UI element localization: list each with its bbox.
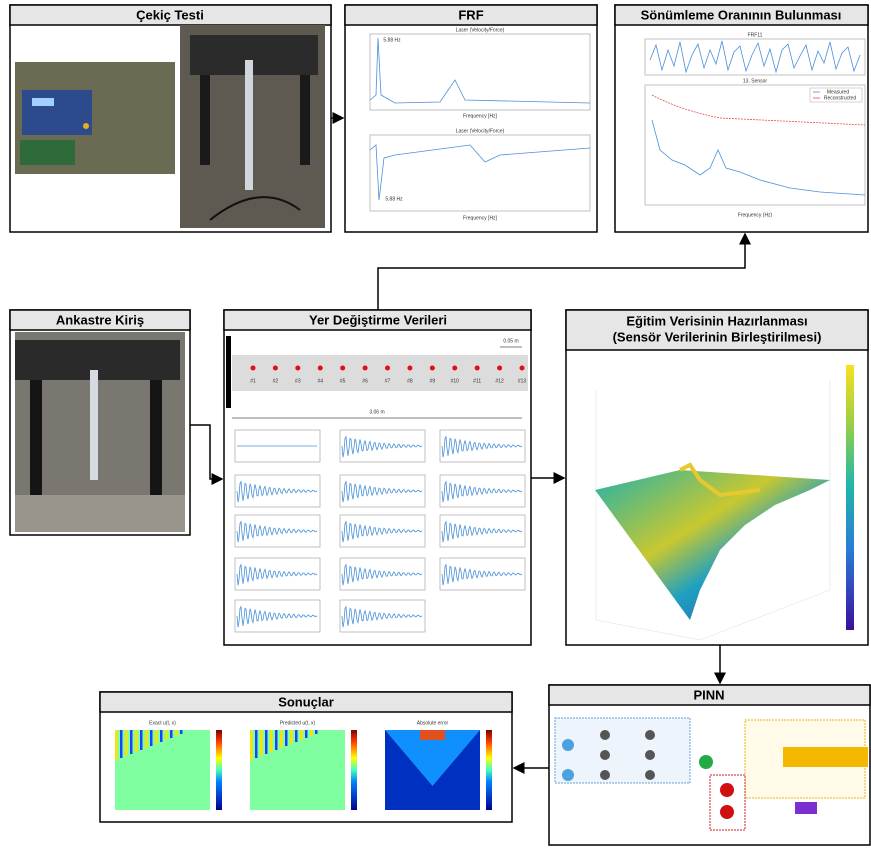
node-title: Çekiç Testi <box>136 7 204 22</box>
stripe <box>250 730 253 760</box>
stripe <box>305 730 308 738</box>
sensor-label: #13 <box>518 378 527 384</box>
stripe <box>170 730 173 738</box>
sensor <box>452 366 457 371</box>
stripe <box>295 730 298 742</box>
node-title: Eğitim Verisinin Hazırlanması <box>626 313 807 328</box>
stripe <box>280 730 283 748</box>
node-pinn: PINN <box>549 685 870 845</box>
diagram: Çekiç Testi FRF Laser (Velocity/Force) 5… <box>0 0 871 852</box>
sensor-label: #9 <box>430 378 436 384</box>
axis-label: Frequency [Hz] <box>463 113 498 119</box>
stripe <box>315 730 318 734</box>
sensor <box>407 366 412 371</box>
plot-title: FRF11 <box>748 32 763 38</box>
annotation: 5.88 Hz <box>385 196 403 202</box>
error-peak <box>420 730 445 740</box>
sensor <box>475 366 480 371</box>
annotation: 5.88 Hz <box>383 37 401 43</box>
stripe <box>140 730 143 750</box>
node-title: Sönümleme Oranının Bulunması <box>641 7 842 22</box>
sensor <box>318 366 323 371</box>
sensor-label: #11 <box>473 378 481 384</box>
plot-title: Predicted u(t, x) <box>280 720 316 726</box>
dimension-label: 3.06 m <box>369 409 384 415</box>
sensor-label: #12 <box>495 378 504 384</box>
node-title: Ankastre Kiriş <box>56 312 144 327</box>
plot-title: 13. Sensor <box>743 78 768 84</box>
stripe <box>285 730 288 746</box>
sensor <box>295 366 300 371</box>
stripe <box>175 730 178 736</box>
sensor-label: #7 <box>385 378 391 384</box>
axis-label: Frequency [Hz] <box>463 215 498 221</box>
stripe <box>155 730 158 744</box>
stripe <box>260 730 263 756</box>
node-training-data: Eğitim Verisinin Hazırlanması (Sensör Ve… <box>566 310 868 645</box>
stripe <box>145 730 148 748</box>
node-title: (Sensör Verilerinin Birleştirilmesi) <box>613 329 822 344</box>
sensor-label: #10 <box>451 378 460 384</box>
stripe <box>275 730 278 750</box>
node-damping: Sönümleme Oranının Bulunması FRF11 13. S… <box>615 5 868 232</box>
stripe <box>165 730 168 740</box>
axis-label: Frequency (Hz) <box>738 212 773 218</box>
stripe <box>300 730 303 740</box>
plot-title: Laser (Velocity/Force) <box>456 27 505 33</box>
node-results: Sonuçlar Exact u(t, x) Predicted u(t, x) A… <box>100 692 512 822</box>
stripe <box>290 730 293 744</box>
stripe <box>135 730 138 752</box>
sensor-label: #5 <box>340 378 346 384</box>
sensor-label: #8 <box>407 378 413 384</box>
legend-label: Reconstructed <box>824 95 856 101</box>
stripe <box>255 730 258 758</box>
dimension-label: 0.05 m <box>503 338 518 344</box>
colorbar <box>351 730 357 810</box>
stripe <box>180 730 183 734</box>
sensor <box>363 366 368 371</box>
sensor-label: #6 <box>362 378 368 384</box>
colorbar <box>486 730 492 810</box>
stripe <box>160 730 163 742</box>
stripe <box>115 730 118 760</box>
sensor <box>430 366 435 371</box>
sensor <box>273 366 278 371</box>
sensor <box>520 366 525 371</box>
stripe <box>270 730 273 752</box>
sensor-label: #1 <box>250 378 256 384</box>
plot-title: Laser (Velocity/Force) <box>456 128 505 134</box>
stripe <box>130 730 133 754</box>
sensor <box>497 366 502 371</box>
node-hammer-test: Çekiç Testi <box>10 5 331 232</box>
node-title: Yer Değiştirme Verileri <box>309 312 447 327</box>
node-title: Sonuçlar <box>278 694 334 709</box>
colorbar <box>216 730 222 810</box>
sensor <box>385 366 390 371</box>
sensor <box>340 366 345 371</box>
plot-title: Exact u(t, x) <box>149 720 176 726</box>
sensor-label: #4 <box>317 378 323 384</box>
node-frf: FRF Laser (Velocity/Force) 5.88 Hz Frequ… <box>345 5 597 232</box>
stripe <box>265 730 268 754</box>
stripe <box>150 730 153 746</box>
sensor-label: #3 <box>295 378 301 384</box>
sensor <box>251 366 256 371</box>
sensor-label: #2 <box>273 378 279 384</box>
node-cantilever: Ankastre Kiriş <box>10 310 190 535</box>
stripe <box>125 730 128 756</box>
stripe <box>310 730 313 736</box>
node-title: PINN <box>693 687 724 702</box>
plot-title: Absolute error <box>417 720 449 726</box>
node-displacement: Yer Değiştirme Verileri #1 #2 #3 #4 #5 #6 #7 #8… <box>224 310 531 645</box>
node-title: FRF <box>458 7 483 22</box>
stripe <box>120 730 123 758</box>
